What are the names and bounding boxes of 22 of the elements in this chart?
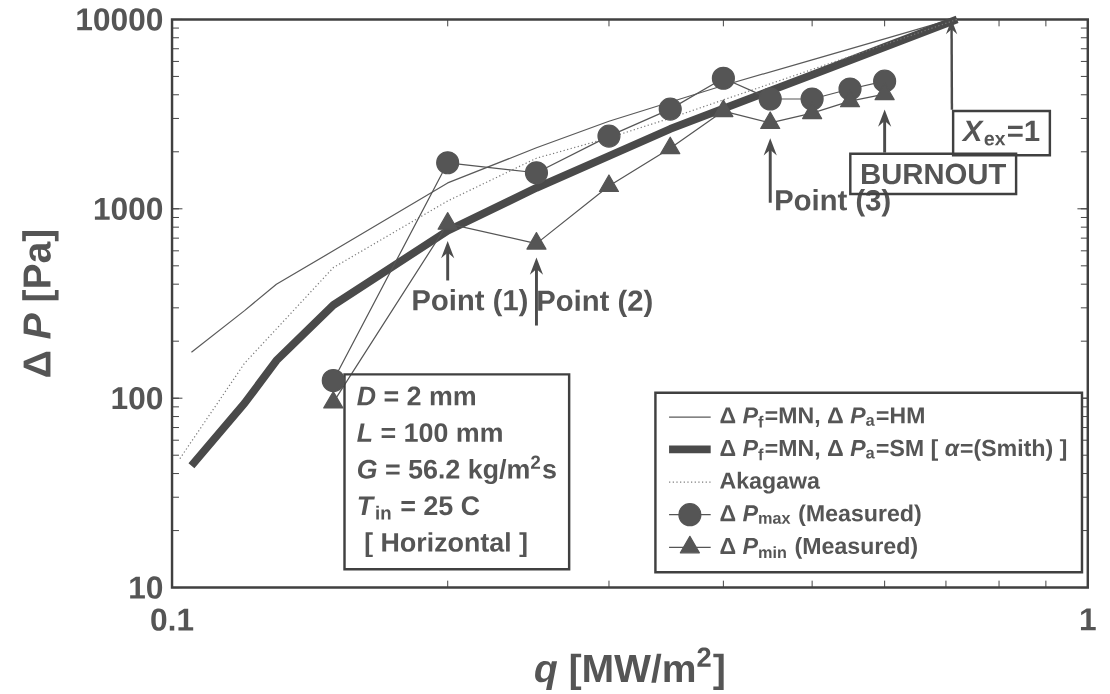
annotation: L = 100 mm <box>357 423 502 443</box>
annotation: G = 56.2 kg/m$^{2}$s <box>358 455 556 485</box>
x-tick-label: 0.1 <box>151 608 194 631</box>
text: Δ P$_{f}$=MN, Δ P$_{a}$=SM [ α=(Smith) ] <box>720 439 1067 461</box>
annotation: T$_{in}$ = 25 C <box>358 496 480 520</box>
x-tick-label: 1 <box>1080 608 1096 631</box>
annotation: D = 2 mm <box>357 386 475 406</box>
y-tick-label: 10000 <box>77 8 163 31</box>
legend-label: Akagawa <box>720 471 821 494</box>
annotation: Point (1) <box>413 289 527 317</box>
y-axis-title: Δ P [Pa] <box>22 231 59 377</box>
y-tick-label: 10 <box>130 576 163 599</box>
x-axis-title: q [MW/m$^{2}$] <box>535 647 724 691</box>
annotation: [ Horizontal ] <box>365 532 527 558</box>
legend-label: Δ P$_{max}$ (Measured) <box>720 504 921 527</box>
annotation: BURNOUT <box>862 163 1006 185</box>
annotation: Point (2) <box>538 289 652 318</box>
legend-label: Δ P$_{f}$=MN, Δ P$_{a}$=HM <box>720 407 924 428</box>
annotation: X$_{ex}$=1 <box>961 120 1040 146</box>
y-tick-label: 1000 <box>94 197 163 221</box>
y-tick-label: 100 <box>112 387 163 410</box>
legend-label: Δ P$_{min}$ (Measured) <box>720 537 917 559</box>
